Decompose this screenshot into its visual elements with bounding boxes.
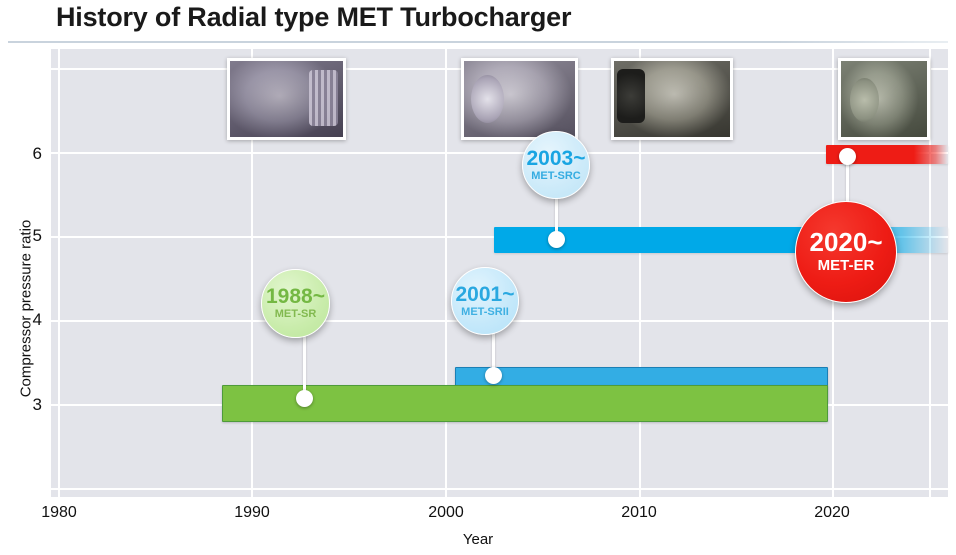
bar-met-sr[interactable] xyxy=(222,385,828,422)
plot-area: 1988~ MET-SR 2001~ MET-SRII 2003~ MET-SR… xyxy=(51,49,948,497)
y-tick-3: 3 xyxy=(32,395,42,414)
title-divider xyxy=(8,41,948,43)
callout-stem-met-srii xyxy=(492,327,495,375)
x-tick-2020: 2020 xyxy=(814,504,850,521)
bar-met-er[interactable] xyxy=(826,145,948,164)
callout-dot-met-er xyxy=(839,148,856,165)
gridline-x-2010 xyxy=(639,49,641,497)
callout-dot-met-sr xyxy=(296,390,313,407)
gridline-x-2025 xyxy=(929,49,931,497)
callout-stem-met-er xyxy=(846,155,849,233)
callout-year-met-er: 2020~ xyxy=(809,227,883,258)
x-tick-2000: 2000 xyxy=(428,504,464,521)
callout-name-met-srii: MET-SRII xyxy=(461,305,509,318)
callout-dot-met-src xyxy=(548,231,565,248)
gridline-x-1980 xyxy=(58,49,60,497)
turbocharger-photo-met-src xyxy=(611,58,733,140)
photo-image-1 xyxy=(230,61,343,137)
turbocharger-photo-met-srii xyxy=(461,58,578,140)
callout-year-met-src: 2003~ xyxy=(526,146,586,170)
y-tick-5: 5 xyxy=(32,226,42,245)
x-tick-1980: 1980 xyxy=(41,504,77,521)
turbocharger-photo-met-sr xyxy=(227,58,346,140)
callout-bubble-met-src[interactable]: 2003~ MET-SRC xyxy=(522,131,590,199)
callout-bubble-met-srii[interactable]: 2001~ MET-SRII xyxy=(451,267,519,335)
callout-bubble-met-er[interactable]: 2020~ MET-ER xyxy=(795,201,897,303)
callout-year-met-sr: 1988~ xyxy=(266,285,325,309)
callout-dot-met-srii xyxy=(485,367,502,384)
turbocharger-photo-met-er xyxy=(838,58,930,140)
callout-stem-met-src xyxy=(555,191,558,239)
gridline-x-2000 xyxy=(445,49,447,497)
callout-name-met-src: MET-SRC xyxy=(531,169,581,182)
callout-year-met-srii: 2001~ xyxy=(455,282,515,306)
callout-name-met-sr: MET-SR xyxy=(274,308,317,321)
page-title: History of Radial type MET Turbocharger xyxy=(56,2,572,32)
callout-bubble-met-sr[interactable]: 1988~ MET-SR xyxy=(261,269,330,338)
photo-image-3 xyxy=(614,61,730,137)
callout-stem-met-sr xyxy=(303,329,306,398)
callout-name-met-er: MET-ER xyxy=(817,257,875,275)
x-axis-title: Year xyxy=(462,531,494,548)
title-bar: History of Radial type MET Turbocharger xyxy=(0,0,956,44)
x-tick-1990: 1990 xyxy=(234,504,270,521)
y-tick-6: 6 xyxy=(32,144,42,163)
y-tick-4: 4 xyxy=(32,310,42,329)
photo-image-2 xyxy=(464,61,575,137)
gridline-y-minor-bottom xyxy=(51,488,948,490)
gridline-y-6 xyxy=(51,152,948,154)
gridline-x-1990 xyxy=(251,49,253,497)
photo-image-4 xyxy=(841,61,927,137)
x-tick-2010: 2010 xyxy=(621,504,657,521)
